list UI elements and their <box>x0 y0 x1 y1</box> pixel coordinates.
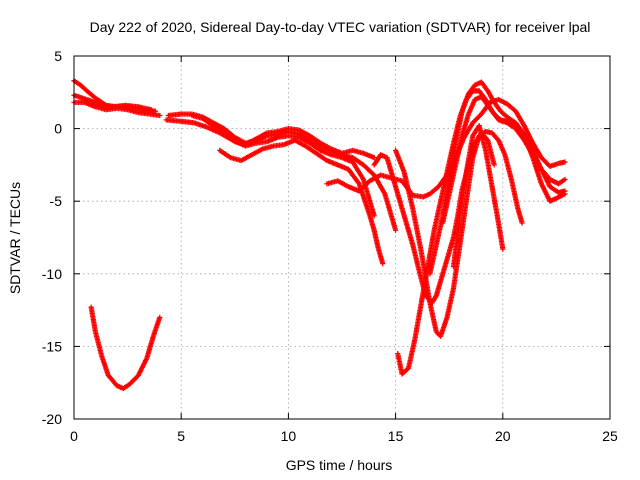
y-tick-label: 0 <box>54 121 62 137</box>
data-point <box>562 159 568 165</box>
x-tick-label: 15 <box>388 428 404 444</box>
y-tick-label: 5 <box>54 48 62 64</box>
y-tick-label: -5 <box>50 193 63 209</box>
data-point <box>371 155 377 161</box>
series-arc-7 <box>217 137 386 267</box>
series-arc-4 <box>71 99 163 119</box>
axis-ticks: 0 5 10 15 20 25 5 0 -5 -10 -15 -20 <box>42 48 618 444</box>
x-axis-label: GPS time / hours <box>286 457 393 473</box>
data-point <box>491 162 497 168</box>
data-point <box>519 220 525 226</box>
data-point <box>380 261 386 267</box>
data-point <box>157 112 163 119</box>
data-point <box>393 227 399 233</box>
series-arc-15 <box>450 123 506 270</box>
x-tick-label: 10 <box>281 428 297 444</box>
series-arc-11 <box>393 128 525 339</box>
grid-lines <box>74 56 610 419</box>
data-point <box>562 191 568 197</box>
data-point <box>500 246 506 252</box>
data-point <box>148 107 154 113</box>
series-arc-14 <box>440 94 568 226</box>
series-arc-13 <box>427 79 568 277</box>
data-point <box>157 314 163 320</box>
y-axis-label: SDTVAR / TECUs <box>7 182 23 294</box>
y-tick-label: -15 <box>42 338 62 354</box>
data-point <box>562 176 568 183</box>
x-tick-label: 25 <box>602 428 618 444</box>
series-arc-8 <box>189 112 377 161</box>
y-tick-label: -20 <box>42 411 62 427</box>
chart-title: Day 222 of 2020, Sidereal Day-to-day VTE… <box>90 19 591 35</box>
x-tick-label: 20 <box>495 428 511 444</box>
x-tick-label: 5 <box>177 428 185 444</box>
data-points <box>71 78 568 392</box>
y-tick-label: -10 <box>42 266 62 282</box>
x-tick-label: 0 <box>70 428 78 444</box>
series-arc-1 <box>88 304 163 392</box>
plot-frame <box>73 55 611 420</box>
